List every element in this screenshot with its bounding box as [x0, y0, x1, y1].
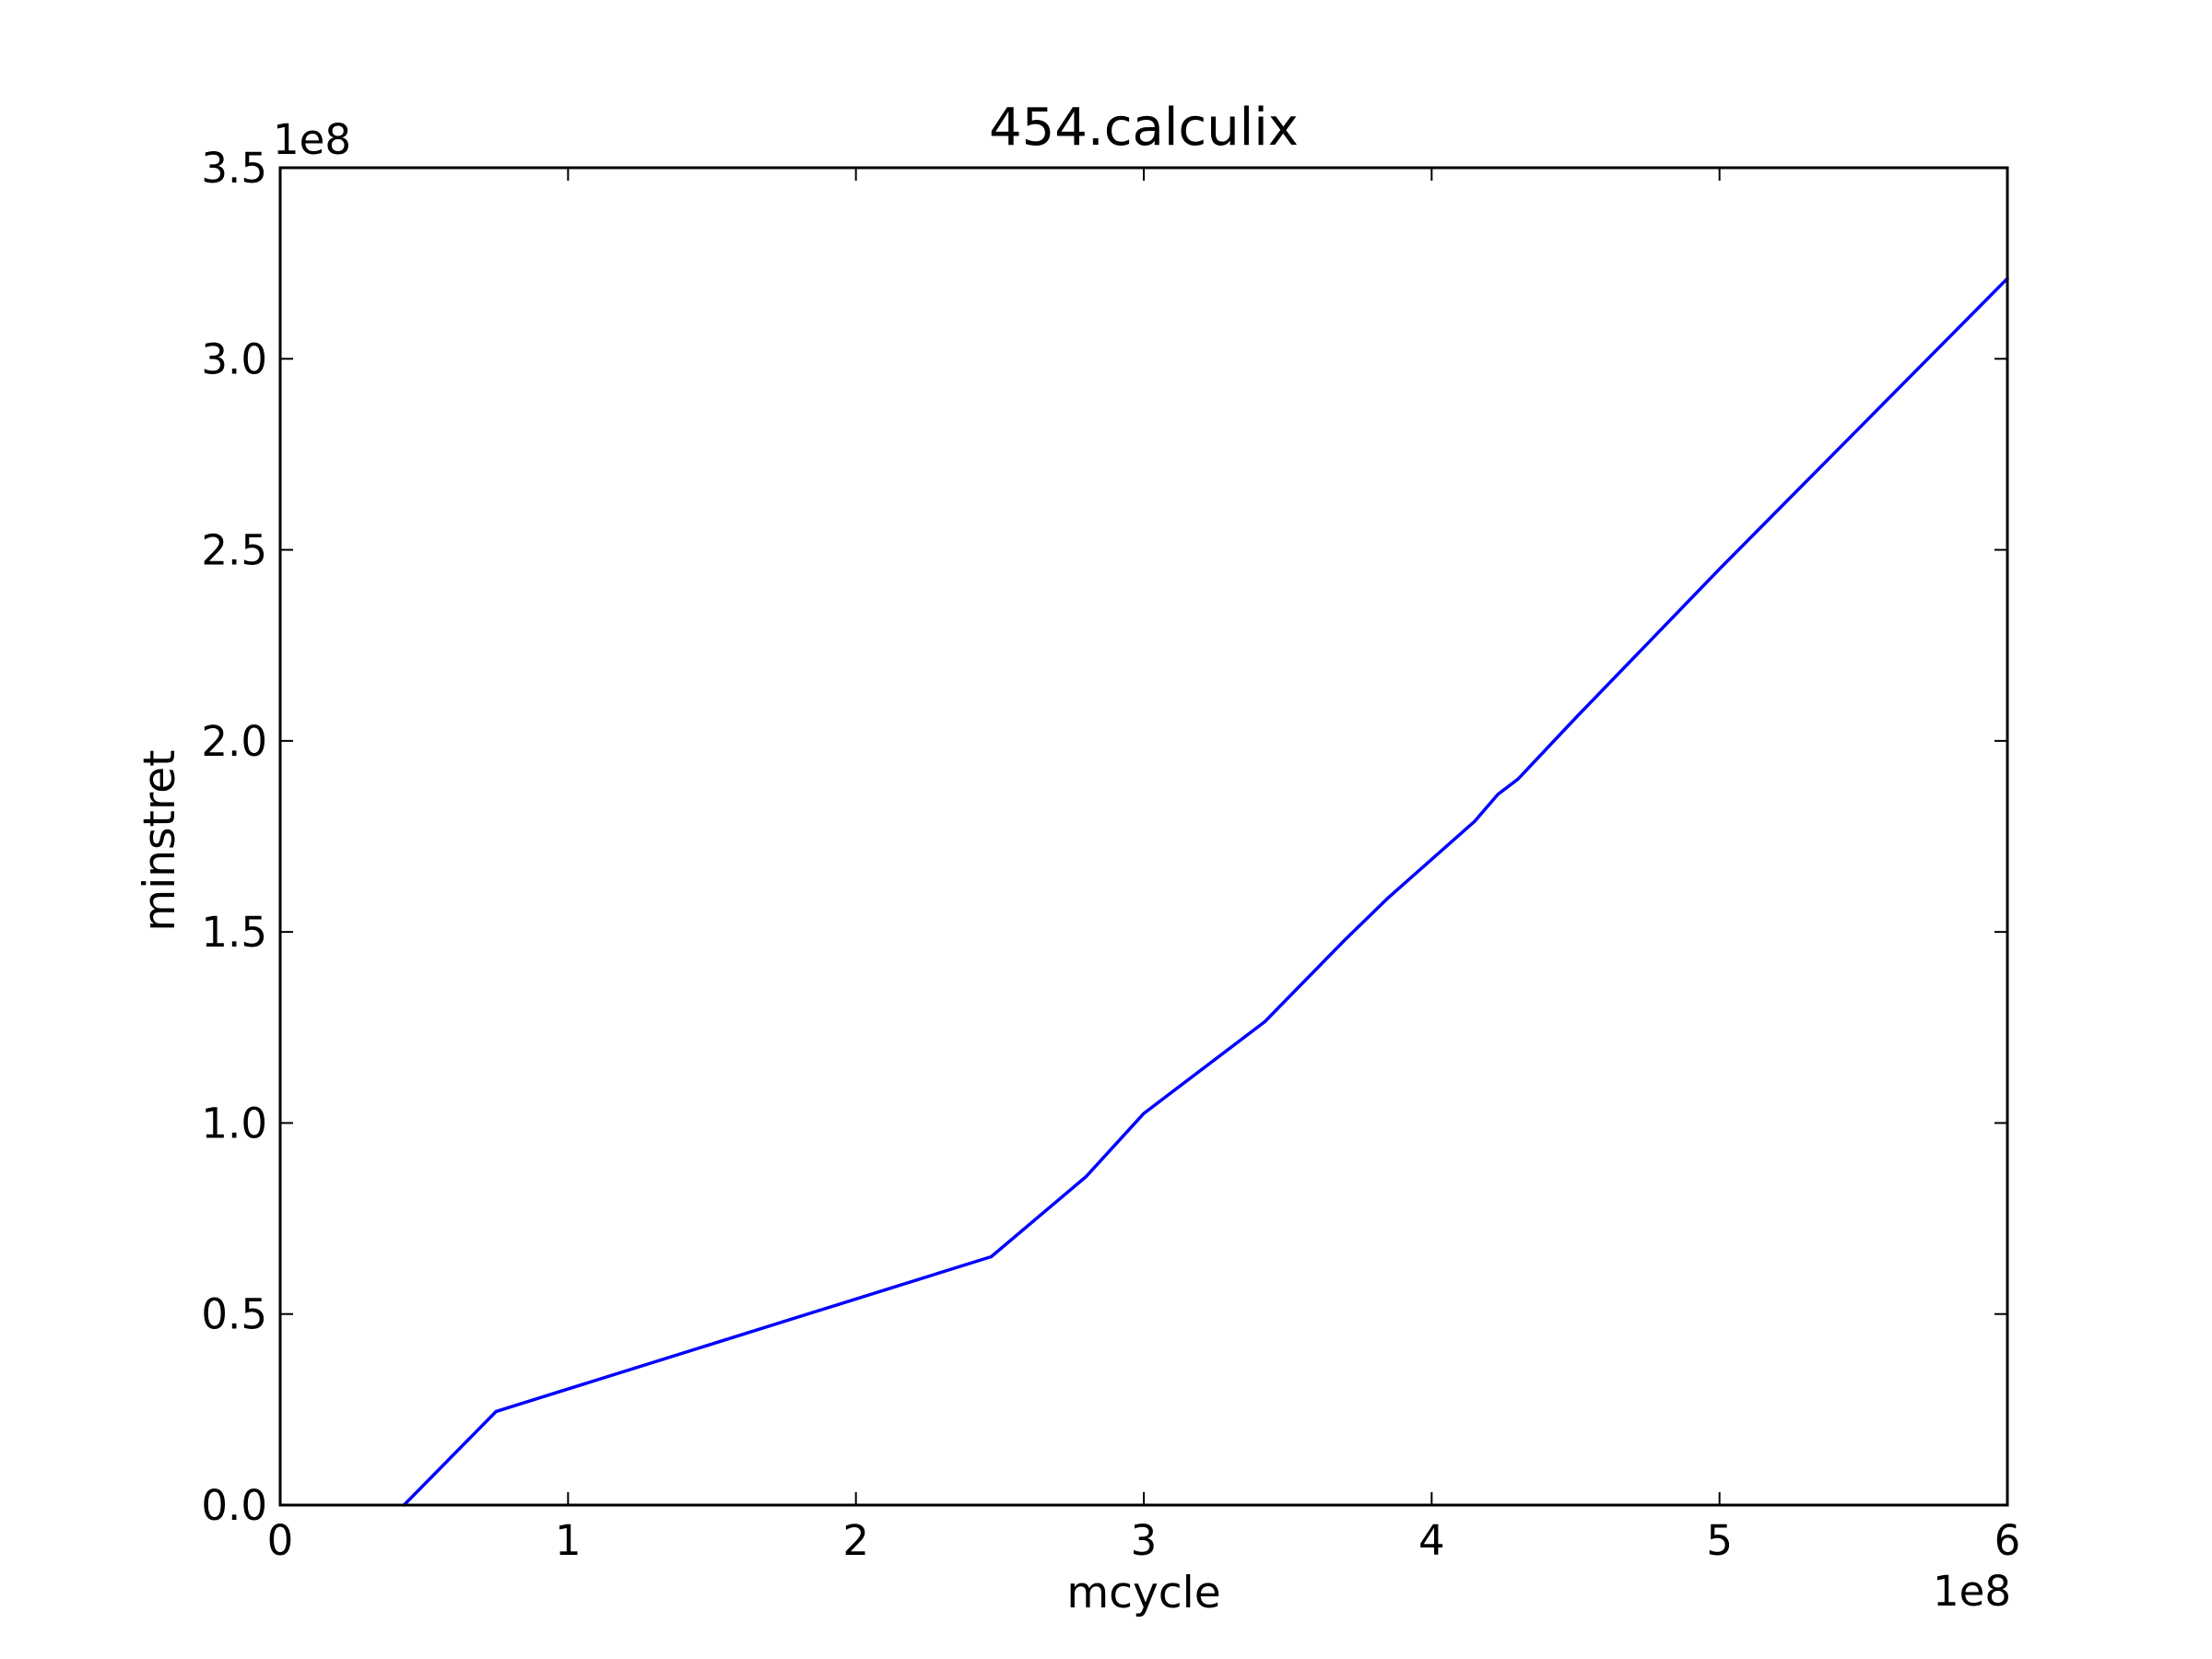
x-axis-label: mcycle: [1066, 1568, 1220, 1618]
x-tick-label: 5: [1706, 1516, 1733, 1565]
y-tick-label: 0.0: [201, 1481, 267, 1530]
y-tick-label: 1.5: [201, 908, 267, 957]
x-tick-label: 1: [555, 1516, 582, 1565]
chart-title: 454.calculix: [989, 98, 1299, 158]
x-tick-label: 2: [842, 1516, 869, 1565]
series-line-0: [402, 276, 2009, 1507]
x-tick-label: 6: [1994, 1516, 2021, 1565]
y-tick-label: 2.5: [201, 526, 267, 575]
plot-frame: [278, 166, 2009, 1507]
y-tick-label: 1.0: [201, 1099, 267, 1147]
series-layer: [402, 276, 2009, 1507]
x-tick-label: 4: [1418, 1516, 1445, 1565]
y-tick-label: 2.0: [201, 717, 267, 766]
y-axis-label: minstret: [135, 749, 185, 931]
y-axis-exponent-label: 1e8: [273, 115, 351, 164]
y-tick-label: 3.5: [201, 144, 267, 193]
y-tick-label: 3.0: [201, 335, 267, 383]
x-tick-label: 0: [267, 1516, 294, 1565]
x-tick-label: 3: [1131, 1516, 1158, 1565]
y-tick-label: 0.5: [201, 1290, 267, 1339]
x-axis-exponent-label: 1e8: [1933, 1567, 2011, 1616]
ticks-layer: 0 1 2 3 4 5 6 0.0 0.5 1.0 1.5 2.0 2.5 3.0 3.5: [201, 144, 2020, 1565]
